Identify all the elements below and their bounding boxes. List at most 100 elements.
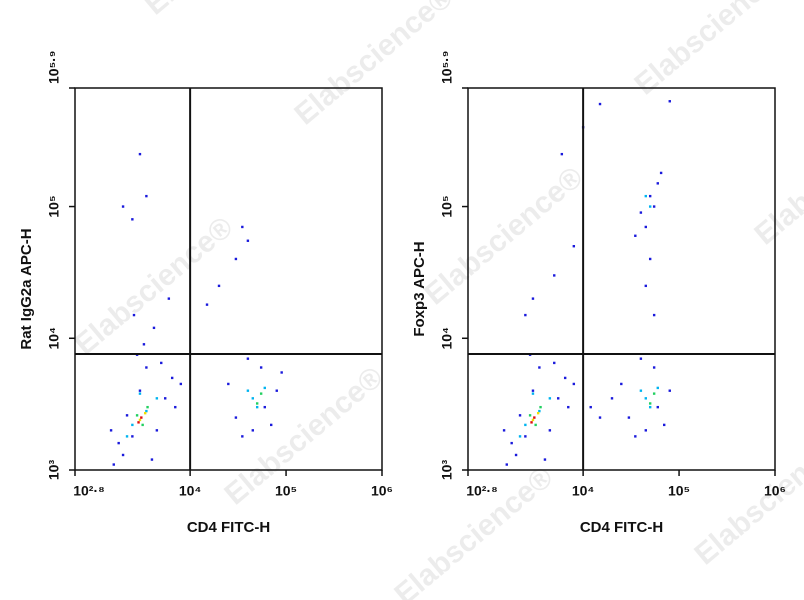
watermark: Elabscience®	[628, 0, 799, 101]
event-dot	[548, 397, 552, 400]
event-dot	[524, 435, 527, 438]
x-axis-title: CD4 FITC-H	[580, 519, 663, 536]
y-tick-label: 10⁵	[46, 195, 62, 217]
event-dot	[538, 366, 541, 369]
event-dot	[109, 429, 113, 432]
event-dot	[146, 405, 149, 409]
event-dot	[572, 245, 576, 248]
y-tick-label: 10⁵·⁹	[439, 51, 455, 84]
event-dot	[530, 421, 533, 424]
event-dot	[538, 409, 541, 413]
x-axis-title: CD4 FITC-H	[187, 519, 270, 536]
event-dot	[644, 194, 647, 198]
event-dot	[141, 423, 144, 427]
event-dot	[131, 435, 134, 438]
x-tick-label: 10²·⁸	[466, 483, 498, 499]
event-dot	[644, 429, 647, 432]
watermark: Elabscience®	[388, 460, 559, 600]
event-dot	[652, 205, 656, 208]
event-dot	[263, 405, 266, 409]
x-tick-label: 10⁵	[668, 483, 690, 499]
event-dot	[179, 382, 183, 386]
event-dot	[170, 376, 174, 380]
event-dot	[533, 416, 536, 419]
event-dot	[234, 257, 238, 261]
event-dot	[656, 405, 659, 409]
event-dot	[620, 382, 623, 386]
event-dot	[528, 414, 532, 417]
event-dot	[138, 392, 142, 395]
x-tick-label: 10⁵	[275, 483, 297, 499]
event-dot	[121, 205, 125, 208]
panel: 10²·⁸ 10⁴ 10⁵ 10⁶ 10³ 10⁴ 10⁵ 10⁵·⁹ CD4 FITC-H Fo…	[411, 51, 786, 536]
event-dot	[534, 423, 537, 427]
event-dot	[275, 389, 278, 392]
event-dot	[648, 194, 652, 198]
event-dot	[155, 429, 159, 432]
event-dot	[246, 239, 250, 242]
event-dot	[234, 416, 238, 419]
event-dot	[668, 389, 671, 392]
event-dot	[553, 361, 556, 365]
y-tick-label: 10⁴	[439, 327, 455, 350]
event-dot	[548, 429, 552, 432]
event-dot	[140, 416, 143, 419]
event-dot	[639, 211, 643, 214]
event-dot	[227, 382, 230, 386]
event-dot	[138, 389, 142, 392]
y-tick-label: 10³	[439, 460, 455, 481]
y-tick-label: 10³	[46, 460, 62, 481]
event-dot	[145, 409, 148, 413]
event-dot	[518, 435, 522, 438]
event-dot	[125, 414, 129, 417]
event-dot	[652, 392, 656, 395]
event-dot	[644, 225, 647, 229]
event-dot	[531, 389, 535, 392]
x-tick-label: 10⁴	[179, 483, 202, 499]
event-dot	[514, 453, 518, 457]
event-dot	[652, 313, 656, 317]
event-dot	[557, 397, 560, 400]
watermark: Elabscience®	[418, 160, 589, 311]
x-tick-label: 10²·⁸	[73, 483, 105, 499]
event-dot	[270, 423, 273, 427]
event-dot	[131, 218, 134, 221]
event-dot	[217, 284, 221, 288]
event-dot	[117, 441, 120, 445]
event-dot	[656, 182, 659, 185]
event-dot	[531, 418, 535, 422]
event-dot	[205, 303, 209, 306]
watermark: Elabscience®	[748, 100, 804, 251]
event-dot	[132, 313, 136, 317]
event-dot	[644, 284, 647, 288]
event-dot	[589, 405, 592, 409]
event-dot	[259, 392, 263, 395]
event-dot	[138, 152, 142, 156]
event-dot	[167, 297, 171, 300]
event-dot	[598, 102, 602, 106]
event-dot	[524, 313, 527, 317]
event-dot	[125, 435, 129, 438]
event-dot	[152, 326, 156, 330]
event-dot	[246, 389, 250, 392]
event-dot	[142, 343, 146, 346]
event-dot	[627, 416, 631, 419]
event-dot	[663, 423, 666, 427]
event-dot	[656, 386, 659, 390]
event-dot	[634, 435, 637, 438]
watermark: Elabscience®	[688, 420, 804, 571]
event-dot	[241, 435, 244, 438]
event-dot	[241, 225, 244, 229]
event-dot	[572, 382, 576, 386]
event-dot	[644, 397, 647, 400]
watermark: Elabscience®	[138, 0, 309, 21]
watermark: Elabscience®	[288, 0, 459, 131]
event-dot	[567, 405, 570, 409]
event-dot	[280, 371, 283, 374]
plot-frame	[467, 87, 776, 471]
x-tick-label: 10⁶	[371, 483, 393, 499]
event-dot	[160, 361, 163, 365]
event-dot	[251, 429, 254, 432]
